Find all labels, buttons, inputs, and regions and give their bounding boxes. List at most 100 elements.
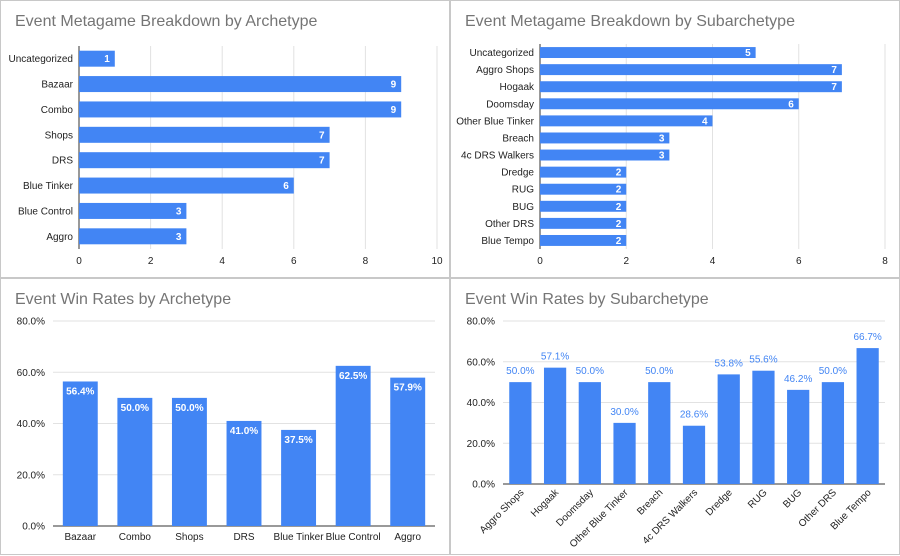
bar [117,397,153,526]
bar [540,149,670,161]
data-label: 1 [104,54,110,65]
data-label: 56.4% [66,386,94,397]
bar [281,429,317,526]
category-label: BUG [781,487,804,510]
data-label: 3 [176,232,182,243]
data-label: 57.1% [541,352,569,363]
data-label: 50.0% [506,366,534,377]
y-tick-label: 20.0% [17,470,45,481]
category-label: RUG [746,487,770,511]
data-label: 50.0% [645,366,673,377]
bar [79,152,330,169]
category-label: Other Blue Tinker [456,116,534,127]
chart-title: Event Win Rates by Subarchetype [465,291,709,308]
bar [821,382,845,484]
data-label: 9 [391,80,397,91]
category-label: Breach [635,487,665,517]
y-tick-label: 0.0% [22,522,45,533]
category-label: RUG [512,185,534,196]
bar [856,348,879,484]
category-label: DRS [52,156,73,167]
x-tick-label: 2 [148,256,154,267]
data-label: 7 [831,82,837,93]
data-label: 50.0% [175,403,203,414]
category-label: Blue Tinker [274,532,325,543]
bar [613,422,636,484]
data-label: 50.0% [121,403,149,414]
chart-svg: 0 2 4 6 8 Uncategorized 5 Aggro Shops 7 Hogaak 7 Do… [456,44,888,267]
category-label: Shops [175,532,203,543]
category-label: Aggro Shops [476,65,534,76]
bar [752,370,775,484]
bar [62,381,98,526]
bar [648,382,671,484]
bar [79,202,187,219]
data-label: 41.0% [230,426,258,437]
data-label: 28.6% [680,410,708,421]
chart-panel-archetype-breakdown: Event Metagame Breakdown by Archetype 0 2… [0,0,450,278]
x-tick-label: 6 [796,256,802,267]
category-label: Uncategorized [9,54,73,65]
data-label: 2 [616,168,622,179]
data-label: 7 [831,65,837,76]
bar [540,183,627,195]
data-label: 2 [616,236,622,247]
x-tick-label: 6 [291,256,297,267]
data-label: 7 [319,130,325,141]
category-label: Blue Control [326,532,381,543]
x-tick-label: 8 [363,256,369,267]
bar [79,177,294,194]
data-label: 4 [702,116,708,127]
chart-panel-subarchetype-breakdown: Event Metagame Breakdown by Subarchetype… [450,0,900,278]
data-label: 5 [745,48,751,59]
category-label: Aggro [46,232,73,243]
bar [226,420,262,526]
data-label: 37.5% [284,435,312,446]
bar [540,200,627,212]
chart-panel-subarchetype-winrates: Event Win Rates by Subarchetype 0.0% 20.0… [450,278,900,555]
bar [79,228,187,245]
bar [682,425,706,484]
chart-panel-archetype-winrates: Event Win Rates by Archetype 0.0% 20.0% 40… [0,278,450,555]
data-label: 2 [616,185,622,196]
category-label: DRS [233,532,254,543]
data-label: 55.6% [749,355,777,366]
x-tick-label: 8 [882,256,888,267]
x-tick-label: 0 [537,256,543,267]
data-label: 62.5% [339,371,367,382]
bar [79,76,402,93]
data-label: 46.2% [784,374,812,385]
data-label: 3 [659,151,665,162]
category-label: Bazaar [41,80,73,91]
category-label: Blue Tempo [481,236,534,247]
data-label: 6 [788,99,794,110]
category-label: Uncategorized [470,48,534,59]
y-tick-label: 20.0% [467,439,495,450]
data-label: 50.0% [576,366,604,377]
bar [540,64,842,76]
bar [540,234,627,246]
data-label: 2 [616,219,622,230]
data-label: 57.9% [394,383,422,394]
y-tick-label: 40.0% [467,398,495,409]
bar [540,47,756,59]
data-label: 6 [283,181,289,192]
category-label: Bazaar [64,532,96,543]
bar [509,382,532,484]
data-label: 50.0% [819,366,847,377]
data-label: 30.0% [610,407,638,418]
bar [79,101,402,118]
bar [540,81,842,93]
y-tick-label: 80.0% [17,317,45,328]
category-label: BUG [512,202,534,213]
chart-title: Event Metagame Breakdown by Subarchetype [465,13,795,30]
data-label: 66.7% [853,332,881,343]
chart-title: Event Metagame Breakdown by Archetype [15,13,318,30]
category-label: Dredge [704,487,735,518]
bar [540,98,799,110]
x-tick-label: 2 [623,256,629,267]
x-tick-label: 0 [76,256,82,267]
data-label: 3 [659,133,665,144]
chart-title: Event Win Rates by Archetype [15,291,232,308]
category-label: Hogaak [500,82,535,93]
